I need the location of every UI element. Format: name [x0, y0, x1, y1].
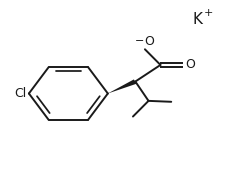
Text: K: K [193, 12, 203, 27]
Text: O: O [185, 59, 195, 71]
Text: Cl: Cl [14, 87, 26, 100]
Text: O: O [145, 35, 155, 48]
Text: +: + [204, 8, 213, 18]
Polygon shape [108, 79, 137, 94]
Text: −: − [134, 36, 144, 46]
